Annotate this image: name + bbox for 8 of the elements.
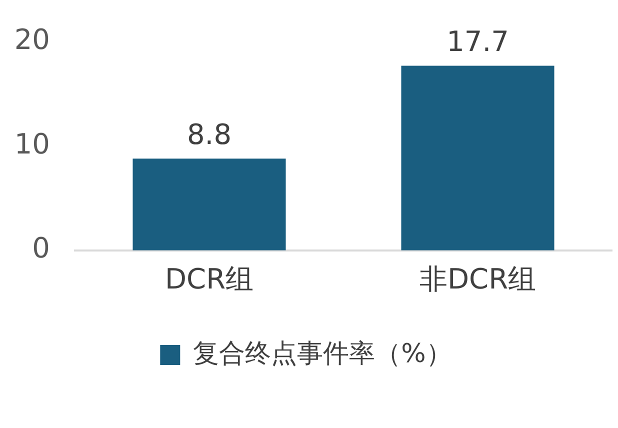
data-label: 8.8 <box>186 118 232 151</box>
data-label: 17.7 <box>446 25 509 58</box>
y-tick-label: 10 <box>14 127 50 160</box>
x-tick-label: DCR组 <box>164 262 254 296</box>
y-tick-label: 0 <box>32 232 50 265</box>
y-tick-label: 20 <box>14 23 50 56</box>
legend-label: 复合终点事件率（%） <box>193 338 452 369</box>
x-tick-label: 非DCR组 <box>419 262 536 296</box>
